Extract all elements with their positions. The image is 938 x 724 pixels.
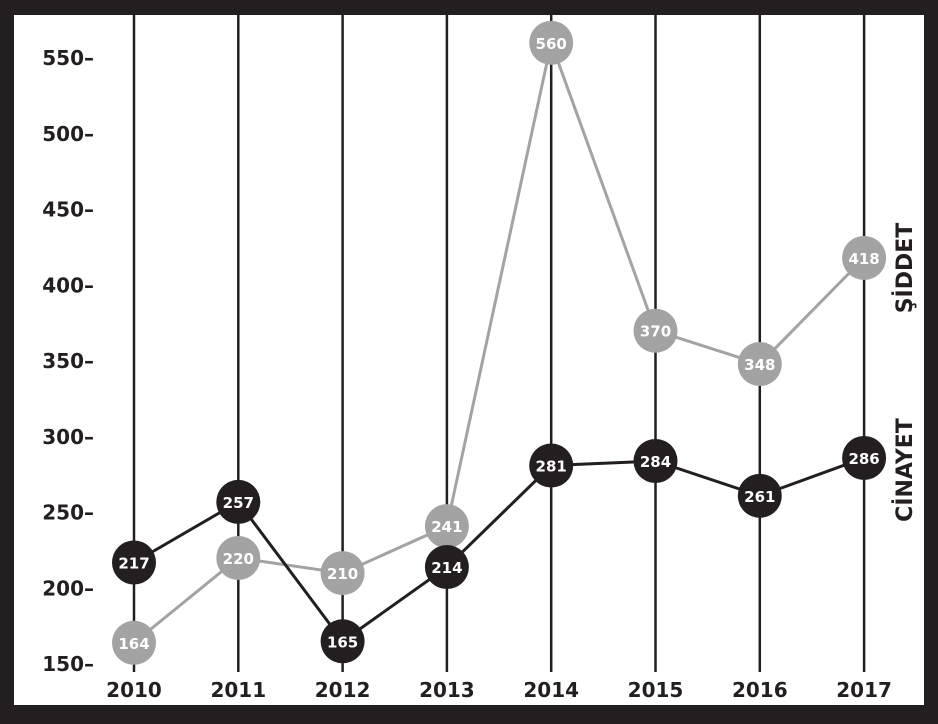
- data-point-cinayet: [112, 540, 156, 585]
- data-markers: 164 220 210 241 560 370 348 418 217 257 165 214 281 2…: [112, 20, 887, 665]
- y-tick-label: 150–: [42, 652, 94, 676]
- data-label-cinayet: 214: [431, 559, 462, 577]
- x-tick-label: 2013: [419, 678, 475, 702]
- data-label-siddet: 418: [848, 250, 879, 268]
- data-point-cinayet: [216, 479, 261, 524]
- data-label-cinayet: 284: [640, 453, 671, 471]
- data-point-siddet: [112, 620, 156, 665]
- y-tick-label: 250–: [42, 501, 94, 525]
- data-point-cinayet: [424, 545, 469, 590]
- data-label-siddet: 348: [744, 356, 775, 374]
- data-label-siddet: 560: [536, 35, 567, 53]
- data-label-siddet: 210: [327, 565, 358, 583]
- series-legend-labels: ŞİDDET CİNAYET: [892, 223, 918, 522]
- data-point-siddet: [633, 308, 678, 353]
- x-tick-label: 2010: [106, 678, 162, 702]
- y-tick-label: 350–: [42, 349, 94, 373]
- y-tick-label: 550–: [42, 46, 94, 70]
- data-label-cinayet: 281: [536, 458, 567, 476]
- y-tick-label: 200–: [42, 576, 94, 600]
- y-tick-label: 450–: [42, 198, 94, 222]
- legend-label-siddet: ŞİDDET: [892, 223, 918, 314]
- data-point-siddet: [529, 20, 574, 65]
- data-point-cinayet: [320, 619, 365, 664]
- data-label-siddet: 164: [118, 635, 149, 653]
- x-tick-label: 2017: [836, 678, 892, 702]
- data-label-siddet: 220: [223, 550, 254, 568]
- data-label-siddet: 370: [640, 323, 671, 341]
- data-label-cinayet: 217: [118, 554, 149, 572]
- data-label-cinayet: 257: [223, 494, 254, 512]
- y-tick-label: 300–: [42, 425, 94, 449]
- x-tick-label: 2012: [315, 678, 371, 702]
- legend-label-cinayet: CİNAYET: [892, 418, 918, 522]
- x-tick-label: 2011: [210, 678, 266, 702]
- data-point-cinayet: [737, 473, 782, 518]
- plot-background: [14, 15, 924, 705]
- x-tick-label: 2014: [523, 678, 579, 702]
- data-label-cinayet: 165: [327, 633, 358, 651]
- data-point-siddet: [216, 535, 261, 580]
- x-tick-label: 2015: [628, 678, 684, 702]
- x-axis-ticks: 2010 2011 2012 2013 2014 2015 2016 2017: [106, 678, 892, 702]
- y-tick-label: 400–: [42, 273, 94, 297]
- data-point-siddet: [320, 551, 365, 596]
- data-point-cinayet: [842, 435, 887, 480]
- data-point-cinayet: [633, 438, 678, 483]
- data-point-siddet: [842, 235, 887, 280]
- data-label-cinayet: 261: [744, 488, 775, 506]
- data-point-siddet: [737, 342, 782, 387]
- x-tick-label: 2016: [732, 678, 788, 702]
- y-axis-ticks: 150– 200– 250– 300– 350– 400– 450– 500– 550–: [42, 46, 94, 676]
- y-tick-label: 500–: [42, 122, 94, 146]
- data-point-cinayet: [529, 443, 574, 488]
- data-label-siddet: 241: [431, 518, 462, 536]
- data-point-siddet: [424, 504, 469, 549]
- data-label-cinayet: 286: [848, 450, 879, 468]
